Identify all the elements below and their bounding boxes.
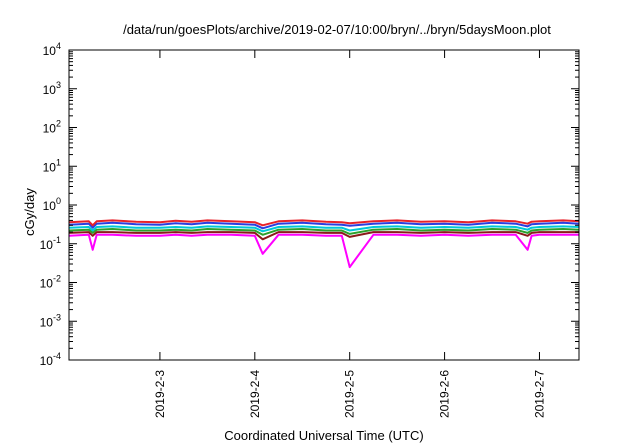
y-tick-base: 10 [40,238,54,252]
y-tick-base: 10 [43,160,57,174]
series-line [68,219,580,227]
y-tick-exponent: 4 [56,41,61,51]
y-tick-label: 104 [43,41,61,58]
y-tick-label: 100 [43,196,61,213]
y-tick-base: 10 [43,44,57,58]
y-tick-label: 101 [43,157,61,174]
y-tick-base: 10 [40,315,54,329]
y-tick-label: 103 [43,80,61,97]
y-tick-base: 10 [43,122,57,136]
x-tick-label: 2019-2-5 [343,370,357,418]
y-tick-exponent: 0 [56,196,61,206]
y-tick-label: 10-4 [40,351,61,368]
x-tick-label: 2019-2-3 [153,370,167,418]
y-tick-label: 10-1 [40,235,61,252]
plot-frame [68,49,580,361]
series-line [68,221,580,230]
y-tick-exponent: -2 [53,274,61,284]
y-tick-exponent: -1 [53,235,61,245]
y-tick-base: 10 [40,354,54,368]
y-tick-exponent: 2 [56,119,61,129]
y-tick-label: 102 [43,119,61,136]
y-tick-label: 10-3 [40,312,61,329]
series-line [68,228,580,236]
plot-series [68,219,580,269]
y-tick-base: 10 [40,277,54,291]
y-tick-exponent: 3 [56,80,61,90]
y-tick-base: 10 [43,83,57,97]
chart-title: /data/run/goesPlots/archive/2019-02-07/1… [123,22,551,37]
series-line [68,225,580,233]
x-tick-label: 2019-2-7 [532,370,546,418]
series-line [68,233,579,269]
y-tick-base: 10 [43,199,57,213]
y-axis-label: cGy/day [22,188,37,236]
x-tick-label: 2019-2-4 [248,370,262,418]
x-tick-label: 2019-2-6 [438,370,452,418]
series-line [68,231,579,241]
x-axis-label: Coordinated Universal Time (UTC) [224,428,423,443]
y-tick-exponent: -4 [53,351,61,361]
y-tick-label: 10-2 [40,274,61,291]
y-tick-exponent: 1 [56,157,61,167]
y-tick-exponent: -3 [53,312,61,322]
